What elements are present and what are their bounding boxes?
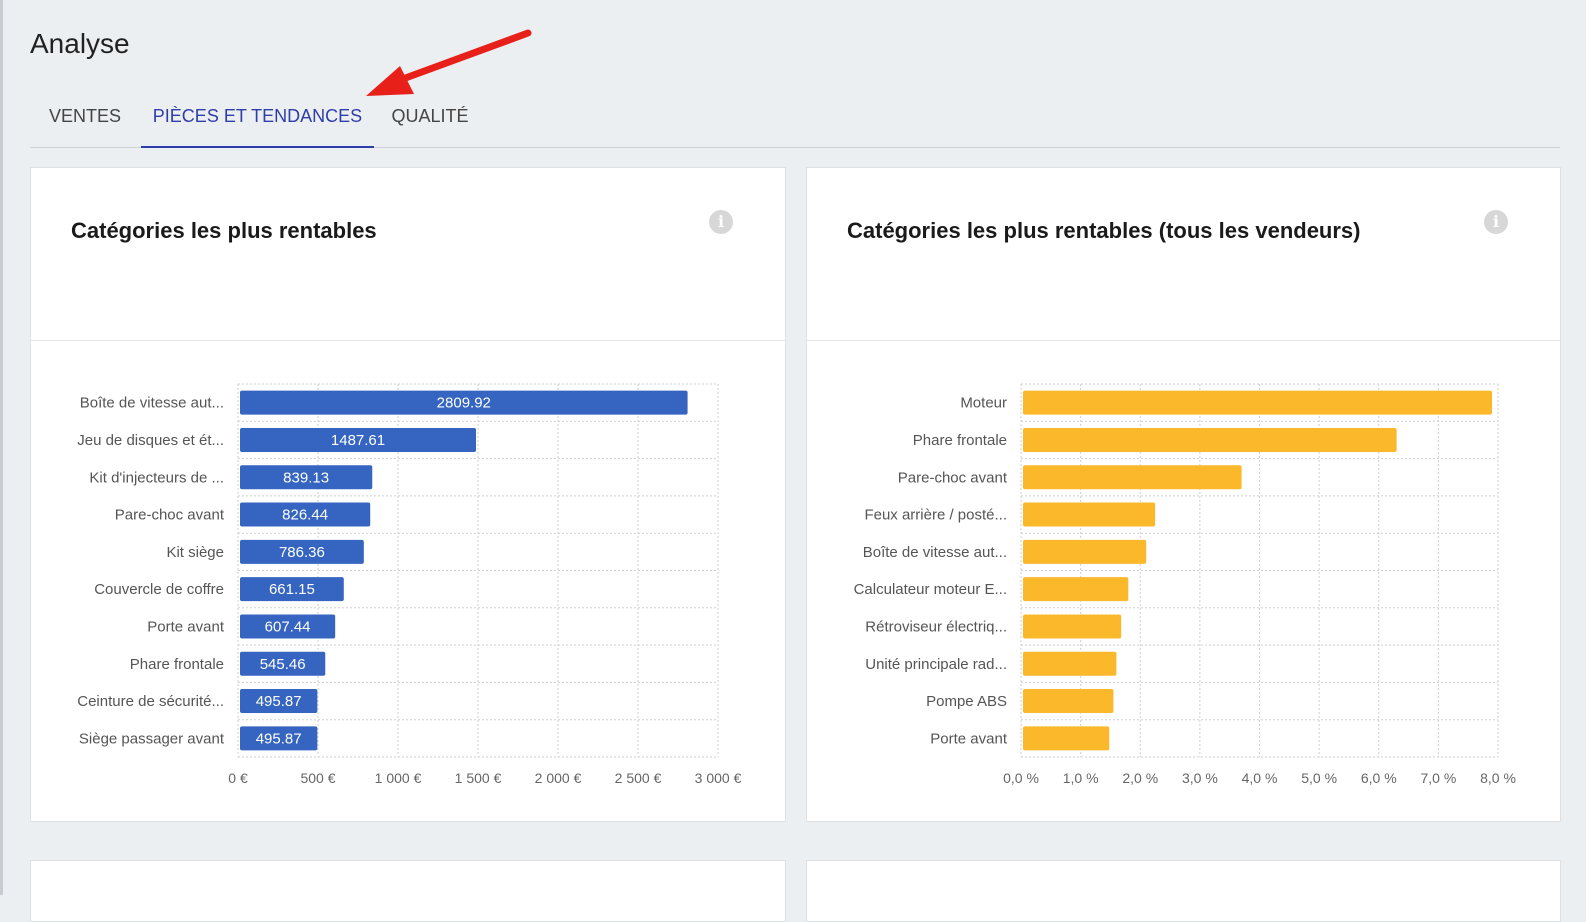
info-icon[interactable]: i [1484,210,1508,234]
card-title: Catégories les plus rentables (tous les … [847,218,1361,243]
bar[interactable] [1023,465,1242,490]
tab-pieces-et-tendances[interactable]: PIÈCES ET TENDANCES [141,85,374,148]
x-tick-label: 500 € [300,770,335,786]
page-title: Analyse [30,28,130,59]
category-label: Feux arrière / posté... [864,507,1007,524]
category-label: Siège passager avant [79,730,225,747]
x-tick-label: 5,0 % [1301,770,1337,786]
bar[interactable] [240,465,373,490]
bar[interactable] [1023,689,1114,714]
category-label: Pare-choc avant [898,469,1008,486]
x-tick-label: 1,0 % [1063,770,1099,786]
bar-value-label: 839.13 [283,469,329,486]
info-icon[interactable]: i [709,210,733,234]
category-label: Couvercle de coffre [94,581,224,598]
x-tick-label: 3,0 % [1182,770,1218,786]
x-tick-label: 1 500 € [455,770,502,786]
bar-value-label: 826.44 [282,507,328,524]
bar-value-label: 661.15 [269,581,315,598]
category-label: Porte avant [147,618,225,635]
category-label: Boîte de vitesse aut... [80,395,224,412]
category-label: Jeu de disques et ét... [77,432,224,449]
tab-qualite[interactable]: QUALITÉ [391,106,469,126]
bar[interactable] [1023,427,1397,452]
x-tick-label: 2,0 % [1122,770,1158,786]
x-tick-label: 0,0 % [1003,770,1039,786]
x-tick-label: 0 € [228,770,248,786]
x-tick-label: 2 500 € [615,770,662,786]
x-tick-label: 2 000 € [535,770,582,786]
category-label: Pompe ABS [926,693,1007,710]
tab-bar: VENTES PIÈCES ET TENDANCES QUALITÉ [30,85,1560,148]
x-tick-label: 3 000 € [695,770,742,786]
bar[interactable] [240,427,477,452]
bar[interactable] [240,502,371,527]
bar-value-label: 495.87 [256,730,302,747]
tab-ventes[interactable]: VENTES [48,106,122,126]
bar[interactable] [240,539,364,564]
bar[interactable] [1023,390,1493,415]
bar[interactable] [240,614,336,639]
chart-card-top-categories-all-sellers: Catégories les plus rentables (tous les … [806,167,1561,822]
bar[interactable] [1023,614,1122,639]
x-tick-label: 7,0 % [1420,770,1456,786]
chart-card-lower-right [806,860,1561,922]
bar-value-label: 607.44 [265,618,311,635]
bar[interactable] [240,577,344,602]
chart-grid [237,383,719,758]
category-label: Moteur [960,395,1007,412]
x-tick-label: 4,0 % [1242,770,1278,786]
category-label: Calculateur moteur E... [854,581,1007,598]
bar[interactable] [240,726,318,751]
bar-chart-top-categories: Boîte de vitesse aut... 2809.92 Jeu de dis… [77,383,742,786]
chart-grid [1020,383,1499,758]
chart-card-lower-left [30,860,786,922]
bar-value-label: 786.36 [279,544,325,561]
bar[interactable] [1023,539,1147,564]
bar[interactable] [1023,577,1129,602]
bar[interactable] [240,390,688,415]
card-divider [31,340,785,341]
card-divider [807,340,1560,341]
x-tick-label: 1 000 € [375,770,422,786]
card-title: Catégories les plus rentables [71,218,377,243]
category-label: Kit d'injecteurs de ... [89,469,224,486]
category-label: Unité principale rad... [865,656,1007,673]
category-label: Phare frontale [913,432,1007,449]
x-tick-label: 6,0 % [1361,770,1397,786]
bar[interactable] [1023,726,1110,751]
category-label: Porte avant [930,730,1008,747]
bar-value-label: 545.46 [260,656,306,673]
category-label: Phare frontale [130,656,224,673]
category-label: Ceinture de sécurité... [77,693,224,710]
bar[interactable] [1023,651,1117,676]
bar-value-label: 495.87 [256,693,302,710]
bar[interactable] [240,689,318,714]
x-tick-label: 8,0 % [1480,770,1516,786]
category-label: Kit siège [166,544,224,561]
bar-value-label: 2809.92 [437,395,491,412]
bar[interactable] [240,651,326,676]
category-label: Rétroviseur électriq... [865,618,1007,635]
bar-chart-top-categories-all-sellers: Moteur Phare frontale Pare-choc avant Feux … [854,383,1516,786]
category-label: Boîte de vitesse aut... [863,544,1007,561]
bar-value-label: 1487.61 [331,432,385,449]
category-label: Pare-choc avant [115,507,225,524]
window-left-edge [0,0,3,895]
chart-card-top-categories: Catégories les plus rentables i Boîte de… [30,167,786,822]
bar[interactable] [1023,502,1156,527]
